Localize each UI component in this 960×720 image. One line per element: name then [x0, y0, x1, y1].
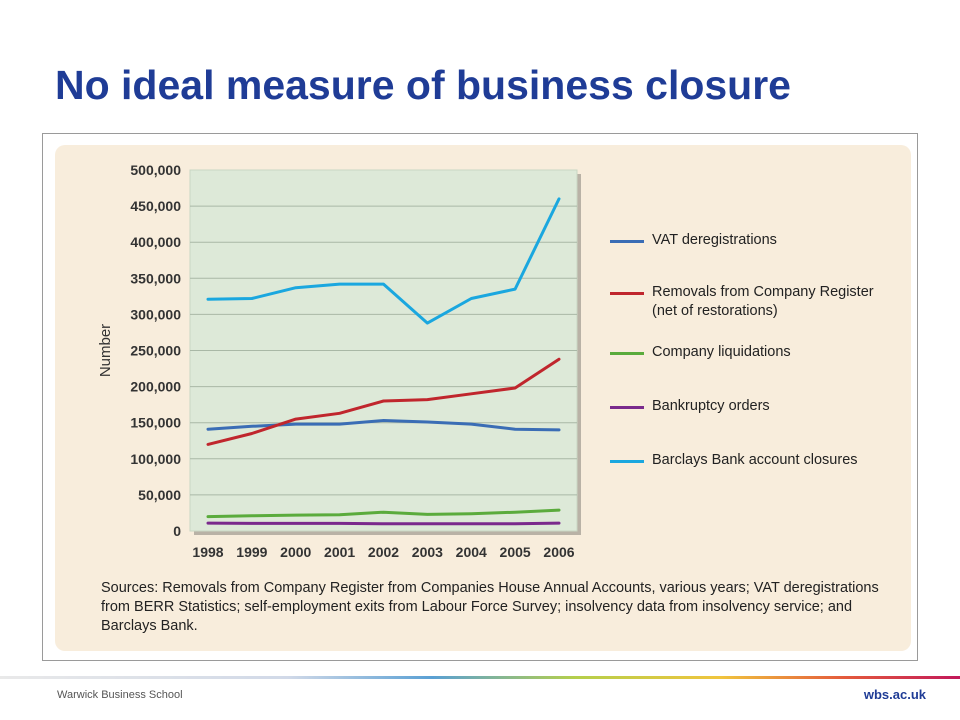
x-tick-label: 2000 — [280, 544, 311, 560]
x-tick-label: 2003 — [412, 544, 443, 560]
y-tick-label: 100,000 — [130, 451, 181, 467]
footer-color-bar — [0, 676, 960, 679]
legend-item: Company liquidations — [610, 343, 882, 362]
series-line-company-liquidations — [206, 508, 561, 519]
legend-item: Barclays Bank account closures — [610, 451, 882, 470]
y-tick-label: 0 — [173, 523, 181, 539]
x-tick-label: 2004 — [456, 544, 487, 560]
legend-item: Removals from Company Register (net of r… — [610, 283, 882, 321]
legend-swatch — [610, 352, 644, 355]
y-tick-label: 150,000 — [130, 415, 181, 431]
y-tick-label: 50,000 — [138, 487, 181, 503]
legend-swatch — [610, 292, 644, 295]
legend-label: Company liquidations — [652, 344, 791, 360]
sources-note: Sources: Removals from Company Register … — [101, 580, 879, 634]
legend-swatch — [610, 240, 644, 243]
x-tick-label: 1998 — [192, 544, 223, 560]
legend-item: VAT deregistrations — [610, 231, 882, 250]
y-tick-label: 500,000 — [130, 162, 181, 178]
slide-title: No ideal measure of business closure — [55, 62, 791, 108]
figure-frame: 0 50,000 100,000 150,000 200,000 250,000 300,0… — [42, 133, 918, 661]
series-line-bankruptcy-orders — [206, 521, 561, 526]
y-tick-label: 200,000 — [130, 379, 181, 395]
legend-label: VAT deregistrations — [652, 232, 777, 248]
y-tick-label: 400,000 — [130, 234, 181, 250]
y-tick-label: 250,000 — [130, 343, 181, 359]
footer-website-link[interactable]: wbs.ac.uk — [863, 687, 926, 702]
y-axis-label: Number — [97, 324, 114, 377]
series-line-removals-from-company-register-net-of-restorations — [206, 357, 561, 446]
legend-label: Bankruptcy orders — [652, 398, 770, 414]
legend-label: Removals from Company Register (net of r… — [652, 284, 874, 319]
footer-organization: Warwick Business School — [57, 689, 183, 701]
x-tick-label: 2001 — [324, 544, 355, 560]
legend-swatch — [610, 406, 644, 409]
x-tick-label: 2005 — [500, 544, 531, 560]
y-tick-label: 450,000 — [130, 198, 181, 214]
figure-panel: 0 50,000 100,000 150,000 200,000 250,000 300,0… — [55, 145, 911, 651]
line-chart: 0 50,000 100,000 150,000 200,000 250,000 300,0… — [97, 162, 581, 560]
legend-item: Bankruptcy orders — [610, 397, 882, 416]
y-tick-label: 350,000 — [130, 270, 181, 286]
x-tick-label: 1999 — [236, 544, 267, 560]
y-tick-label: 300,000 — [130, 306, 181, 322]
series-line-vat-deregistrations — [206, 419, 561, 432]
x-tick-label: 2002 — [368, 544, 399, 560]
legend-label: Barclays Bank account closures — [652, 452, 858, 468]
series-line-barclays-bank-account-closures — [206, 197, 561, 325]
x-tick-label: 2006 — [543, 544, 574, 560]
legend-swatch — [610, 460, 644, 463]
